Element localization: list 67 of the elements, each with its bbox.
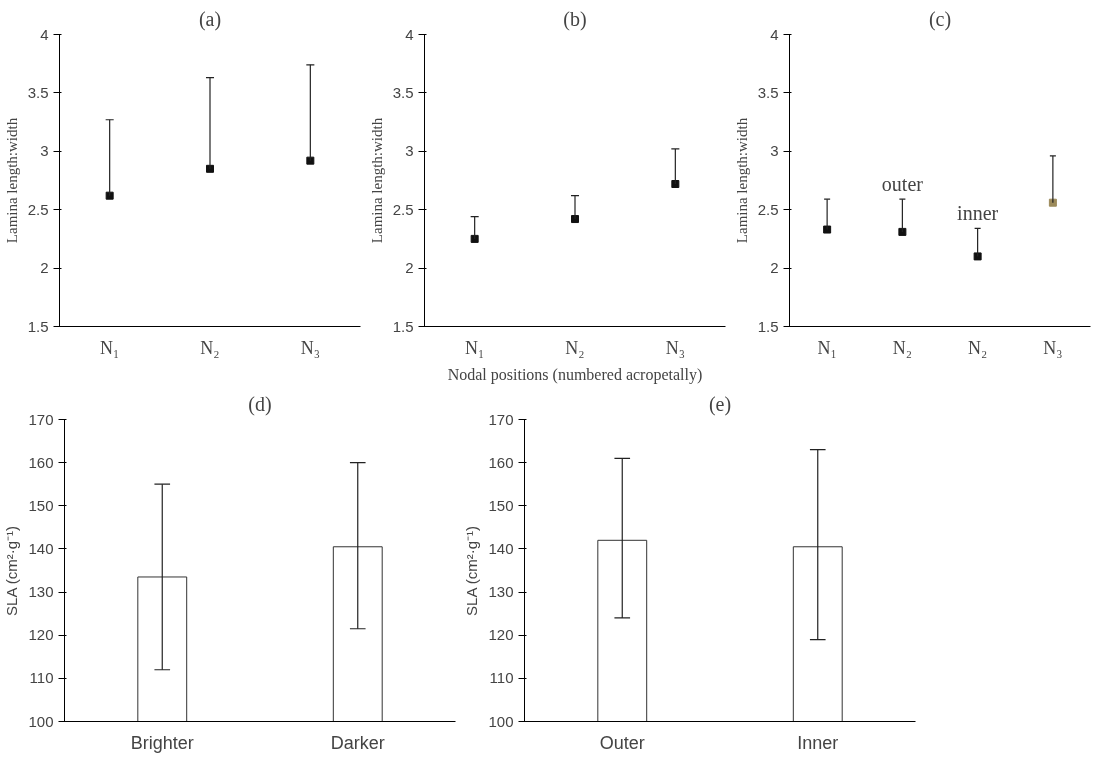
y-tick-label: 1.5 (27, 317, 49, 335)
y-tick-label: 140 (488, 539, 514, 557)
y-tick-label: 110 (29, 669, 54, 687)
y-tick-label: 3 (40, 142, 49, 160)
point (671, 180, 680, 188)
y-tick-label: 3 (405, 142, 414, 160)
y-tick-label: 3.5 (27, 83, 49, 101)
y-tick-label: 1.5 (757, 317, 779, 335)
y-tick-label: 150 (488, 496, 514, 514)
y-axis-title: SLA (cm²·g⁻¹) (3, 525, 21, 616)
x-tick-label: N₂ (200, 337, 220, 358)
y-tick-label: 160 (28, 453, 54, 471)
y-axis-title: Lamina length:width (368, 117, 385, 244)
chart-title: (a) (198, 7, 222, 31)
y-tick-label: 170 (488, 410, 514, 428)
chart-title: (d) (248, 392, 272, 416)
y-axis-title: SLA (cm²·g⁻¹) (463, 525, 481, 616)
y-tick-label: 160 (488, 453, 514, 471)
y-axis-title: Lamina length:width (733, 117, 750, 244)
annotation: outer (881, 173, 924, 196)
y-tick-label: 140 (28, 539, 54, 557)
annotation: inner (957, 202, 999, 225)
y-tick-label: 3.5 (392, 83, 414, 101)
y-tick-label: 110 (489, 669, 514, 687)
point (898, 227, 907, 236)
x-tick-label: N₂ (967, 337, 988, 358)
y-tick-label: 2 (40, 259, 49, 277)
chart-title: (b) (563, 7, 587, 31)
y-tick-label: 130 (28, 583, 54, 601)
point (470, 234, 479, 243)
x-tick-label: Darker (330, 732, 385, 753)
y-tick-label: 2 (405, 259, 414, 277)
y-tick-label: 2.5 (757, 200, 779, 218)
y-tick-label: 3 (770, 142, 779, 160)
y-tick-label: 2.5 (392, 200, 414, 218)
y-tick-label: 100 (488, 712, 514, 730)
y-tick-label: 1.5 (392, 317, 414, 335)
x-tick-label: N₁ (465, 337, 485, 358)
x-tick-label: Outer (599, 732, 645, 753)
x-tick-label: N₃ (665, 337, 685, 358)
y-tick-label: 150 (28, 496, 54, 514)
point (973, 252, 982, 261)
y-tick-label: 2.5 (27, 200, 49, 218)
x-tick-label: Inner (797, 732, 839, 753)
y-tick-label: 120 (28, 626, 54, 644)
y-tick-label: 120 (488, 626, 514, 644)
x-tick-label: N₃ (1043, 337, 1063, 358)
y-axis-title: Lamina length:width (3, 117, 20, 244)
y-tick-label: 100 (28, 712, 54, 730)
y-tick-label: 4 (770, 25, 779, 43)
y-tick-label: 2 (770, 259, 779, 277)
x-tick-label: N₃ (300, 337, 320, 358)
x-tick-label: N₂ (565, 337, 585, 358)
x-tick-label: N₁ (817, 337, 837, 358)
y-tick-label: 170 (28, 410, 54, 428)
x-tick-label: N₂ (892, 337, 913, 358)
x-axis-title: Nodal positions (numbered acropetally) (447, 365, 703, 384)
y-tick-label: 4 (40, 25, 49, 43)
chart-title: (e) (708, 392, 732, 416)
y-tick-label: 130 (488, 583, 514, 601)
chart-title: (c) (928, 7, 952, 31)
point (306, 156, 315, 165)
point (105, 191, 114, 200)
y-tick-label: 4 (405, 25, 414, 43)
x-tick-label: N₁ (100, 337, 120, 358)
x-tick-label: Brighter (130, 732, 194, 753)
y-tick-label: 3.5 (757, 83, 779, 101)
